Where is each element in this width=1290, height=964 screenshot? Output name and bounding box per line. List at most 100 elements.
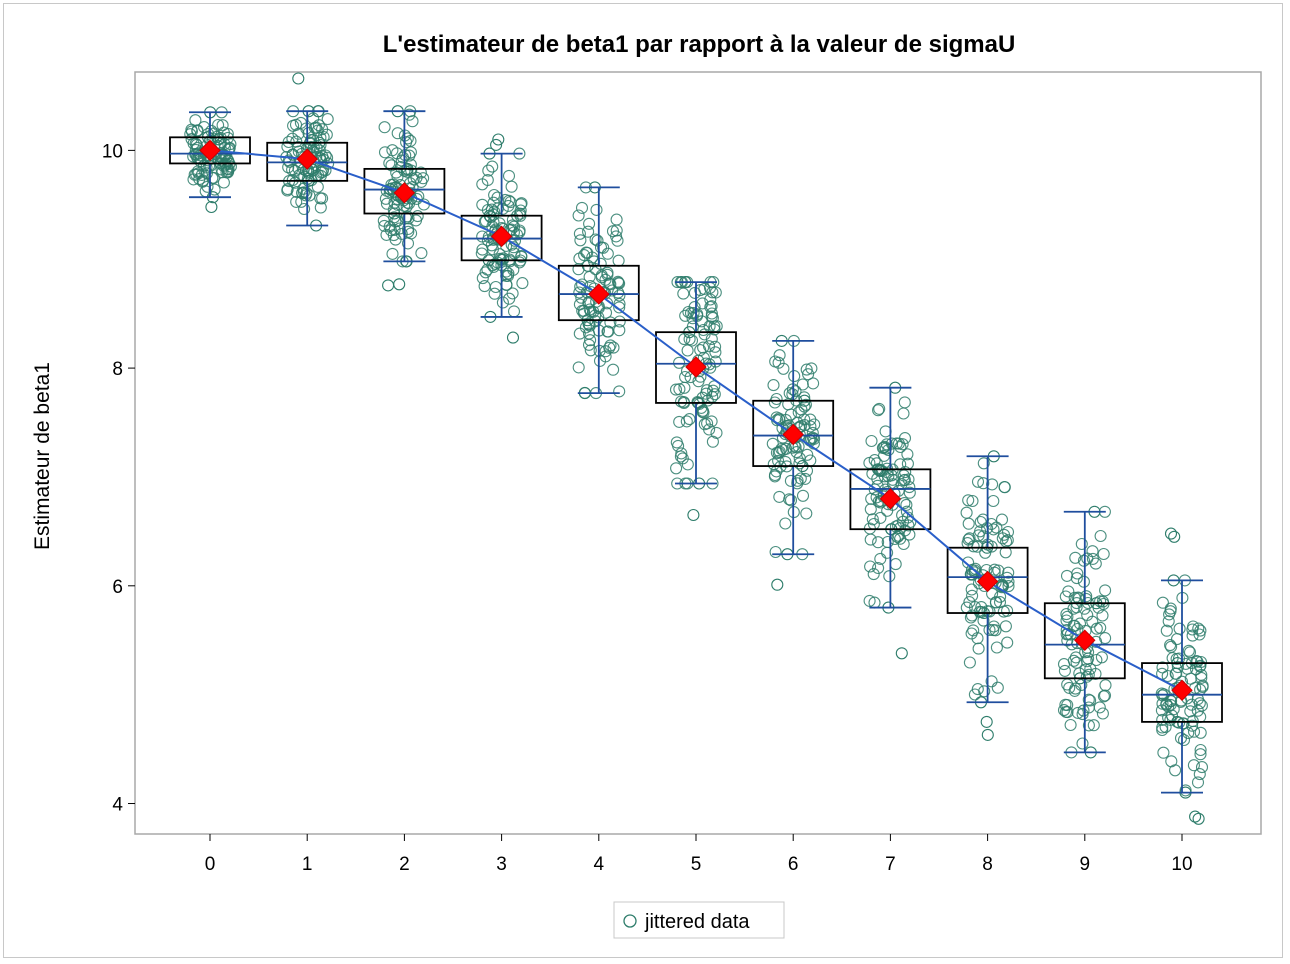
data-point: [1161, 669, 1174, 683]
data-point: [205, 124, 218, 137]
data-point: [314, 201, 327, 214]
data-point: [502, 194, 516, 207]
data-point: [1164, 602, 1177, 615]
data-point: [513, 256, 526, 269]
data-point: [573, 327, 586, 340]
data-point: [1156, 596, 1169, 609]
data-point: [496, 296, 509, 309]
data-point: [584, 334, 597, 347]
data-point: [682, 305, 695, 319]
data-point: [200, 167, 213, 180]
data-point: [515, 197, 528, 210]
mean-marker: [588, 283, 610, 305]
data-point: [673, 383, 686, 396]
data-point: [611, 234, 624, 247]
data-point: [705, 332, 718, 346]
data-point: [573, 298, 586, 311]
data-point: [1068, 619, 1081, 632]
data-point: [287, 119, 300, 132]
box-rect: [849, 468, 932, 531]
data-point: [1164, 698, 1177, 711]
data-point: [1082, 652, 1095, 665]
data-point: [1160, 698, 1173, 711]
data-point: [772, 356, 785, 369]
data-point: [1156, 723, 1169, 737]
data-point: [610, 213, 623, 226]
data-point: [688, 301, 701, 314]
data-point: [1058, 664, 1071, 677]
data-point: [880, 438, 893, 451]
data-point: [508, 247, 521, 260]
data-point: [987, 494, 1000, 508]
outlier-point: [1192, 812, 1205, 825]
data-point: [683, 333, 696, 346]
data-point: [612, 286, 625, 299]
box-rect: [752, 399, 835, 467]
x-tick-label: 9: [1080, 854, 1091, 875]
data-point: [1082, 719, 1095, 732]
outlier-point: [895, 647, 908, 660]
data-point: [974, 515, 987, 529]
data-point: [610, 224, 623, 237]
x-axis: 0 1 2 3 4 5 6 7 8 9 10: [205, 834, 1193, 875]
data-point: [188, 168, 201, 181]
data-point: [996, 532, 1009, 545]
data-point: [773, 490, 786, 503]
data-point: [1094, 529, 1107, 543]
data-point: [217, 176, 230, 189]
data-point: [1186, 719, 1199, 732]
data-point: [707, 384, 720, 397]
data-point: [889, 558, 902, 571]
data-point: [679, 309, 692, 322]
data-point: [874, 511, 887, 524]
data-point: [488, 287, 501, 300]
data-point: [579, 321, 592, 334]
chart-title: L'estimateur de beta1 par rapport à la v…: [383, 31, 1016, 58]
data-point: [1184, 672, 1197, 685]
data-point: [321, 113, 334, 126]
data-point: [1193, 697, 1206, 710]
data-point: [1060, 608, 1073, 621]
data-point: [594, 241, 608, 254]
data-point: [502, 169, 516, 182]
data-point: [1194, 748, 1207, 761]
data-point: [378, 146, 392, 159]
data-point: [1061, 706, 1074, 719]
data-point: [1099, 584, 1112, 597]
data-point: [573, 286, 586, 299]
data-point: [190, 138, 203, 151]
outlier-point: [506, 331, 520, 344]
data-point: [963, 596, 976, 609]
data-point: [613, 277, 626, 290]
data-point: [383, 157, 396, 170]
data-point: [1090, 653, 1103, 667]
data-point: [613, 301, 626, 314]
data-point: [898, 497, 911, 510]
data-point: [705, 415, 718, 428]
data-point: [377, 214, 390, 227]
box-rect: [1043, 602, 1126, 680]
data-point: [966, 494, 979, 508]
data-point: [965, 583, 978, 596]
data-point: [307, 163, 320, 177]
data-point: [796, 489, 810, 502]
data-point: [899, 466, 912, 479]
data-point: [1001, 636, 1014, 649]
data-point: [574, 234, 587, 247]
data-point: [670, 462, 683, 475]
mean-marker: [976, 570, 999, 593]
data-point: [1068, 684, 1081, 697]
data-point: [1071, 622, 1084, 636]
data-point: [863, 594, 876, 607]
data-point: [415, 247, 428, 260]
data-point: [1177, 733, 1191, 747]
data-point: [584, 344, 597, 357]
data-point: [314, 192, 327, 205]
data-point: [675, 395, 688, 408]
data-point: [1194, 726, 1207, 739]
y-tick-label: 8: [112, 359, 123, 380]
x-tick-label: 6: [788, 854, 799, 875]
data-point: [800, 363, 813, 376]
data-point: [805, 362, 818, 375]
data-point: [387, 203, 400, 216]
